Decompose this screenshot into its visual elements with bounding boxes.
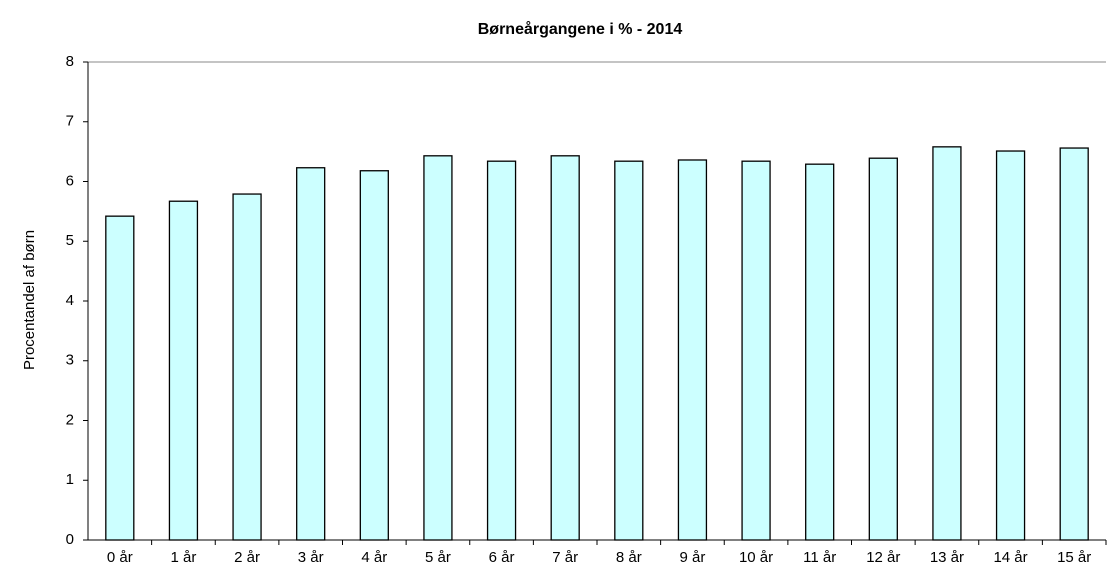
y-tick-label: 2 xyxy=(66,411,74,428)
bar xyxy=(550,155,580,541)
x-tick-label: 13 år xyxy=(930,549,964,566)
x-tick-label: 3 år xyxy=(298,549,324,566)
x-tick-label: 11 år xyxy=(803,549,836,566)
bar xyxy=(423,155,453,541)
bar xyxy=(296,167,326,541)
x-tick-label: 9 år xyxy=(680,549,706,566)
y-tick-label: 4 xyxy=(66,292,74,309)
x-tick-label: 1 år xyxy=(171,549,197,566)
y-tick-label: 1 xyxy=(66,471,74,488)
x-tick-label: 5 år xyxy=(425,549,451,566)
bar xyxy=(168,200,199,541)
x-tick-label: 8 år xyxy=(616,549,642,566)
x-tick-label: 12 år xyxy=(866,549,900,566)
y-tick-label: 5 xyxy=(66,232,74,249)
bar xyxy=(232,193,262,541)
x-tick-label: 7 år xyxy=(552,549,578,566)
y-tick-label: 3 xyxy=(66,352,74,369)
bar xyxy=(1059,147,1089,541)
bar xyxy=(359,170,389,541)
bar xyxy=(486,160,517,541)
x-tick-label: 15 år xyxy=(1057,549,1091,566)
x-tick-label: 4 år xyxy=(361,549,387,566)
bar xyxy=(805,163,835,541)
bar xyxy=(932,146,962,541)
y-tick-label: 6 xyxy=(66,172,74,189)
x-tick-label: 2 år xyxy=(234,549,260,566)
y-axis-label: Procentandel af børn xyxy=(21,230,38,370)
bar xyxy=(995,150,1026,541)
y-tick-label: 7 xyxy=(66,113,74,130)
x-tick-label: 10 år xyxy=(739,549,773,566)
y-tick-label: 8 xyxy=(66,53,74,70)
chart-title: Børneårgangene i % - 2014 xyxy=(478,20,683,38)
bar xyxy=(677,159,708,541)
x-tick-label: 14 år xyxy=(993,549,1027,566)
bar xyxy=(741,160,771,541)
bar xyxy=(868,157,898,541)
bar xyxy=(105,215,135,541)
x-tick-label: 6 år xyxy=(489,549,515,566)
y-tick-label: 0 xyxy=(66,531,74,548)
x-tick-label: 0 år xyxy=(107,549,133,566)
bar xyxy=(614,160,644,541)
